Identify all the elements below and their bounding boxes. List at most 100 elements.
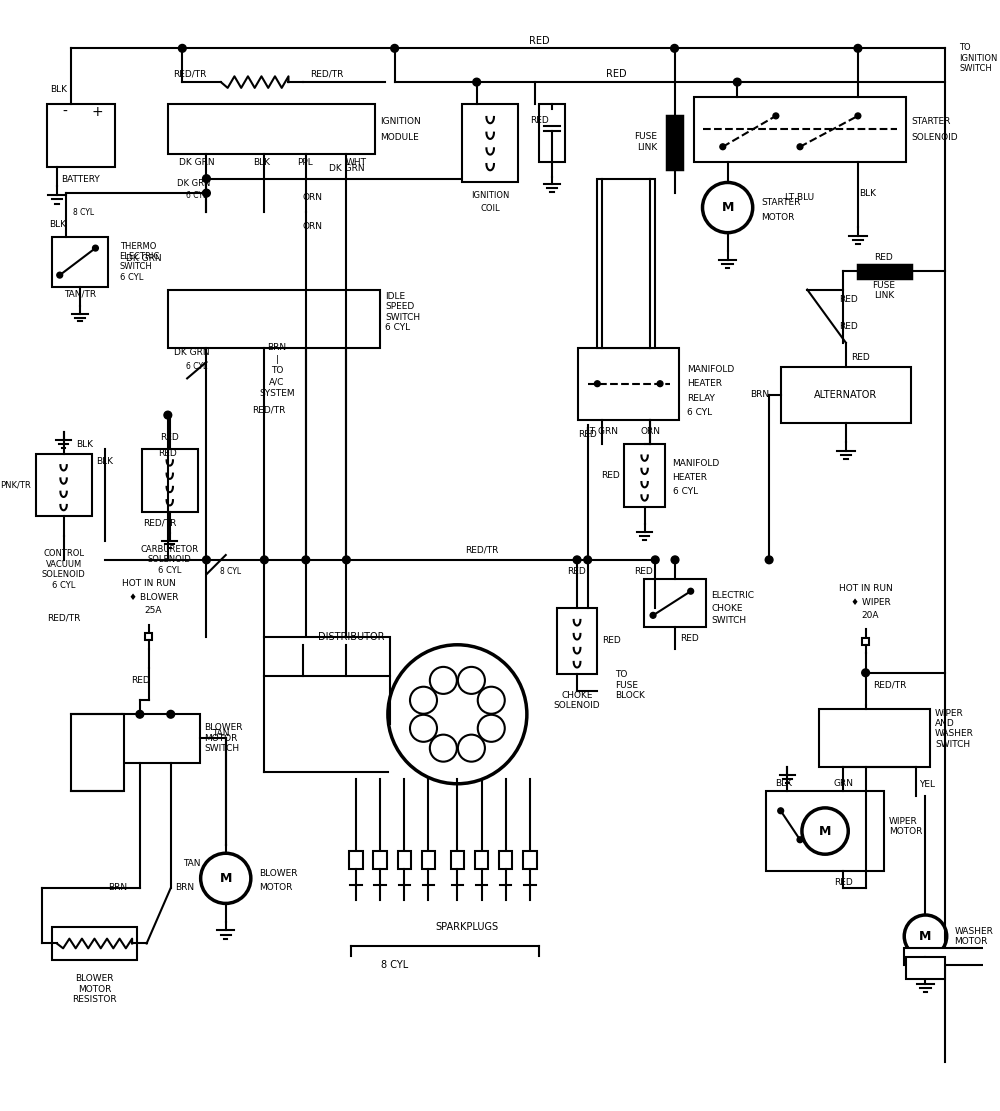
Circle shape <box>688 589 694 594</box>
Circle shape <box>136 710 144 718</box>
Text: 8 CYL: 8 CYL <box>381 960 408 970</box>
Bar <box>122 714 200 762</box>
Bar <box>47 104 115 167</box>
Circle shape <box>651 556 659 563</box>
Circle shape <box>657 381 663 387</box>
Text: 20A: 20A <box>862 611 879 620</box>
Text: STARTER: STARTER <box>911 117 950 127</box>
Bar <box>168 290 380 348</box>
Text: TO
FUSE
BLOCK: TO FUSE BLOCK <box>615 670 645 700</box>
Bar <box>422 851 435 869</box>
Circle shape <box>778 808 784 813</box>
Circle shape <box>167 710 175 718</box>
Circle shape <box>584 556 592 563</box>
Text: RED: RED <box>680 634 699 643</box>
Text: RED/TR: RED/TR <box>465 546 498 554</box>
Text: LT BLU: LT BLU <box>785 193 815 202</box>
Bar <box>694 97 906 162</box>
Bar <box>624 444 665 507</box>
Text: COIL: COIL <box>480 204 500 213</box>
Text: BLOWER
MOTOR
RESISTOR: BLOWER MOTOR RESISTOR <box>72 974 117 1004</box>
Text: DK GRN: DK GRN <box>329 164 364 173</box>
Text: RED/TR: RED/TR <box>143 519 177 528</box>
Text: THERMO
ELECTRIC
SWITCH
6 CYL: THERMO ELECTRIC SWITCH 6 CYL <box>120 241 160 282</box>
Circle shape <box>720 143 726 150</box>
Text: RED: RED <box>158 449 177 458</box>
Text: |: | <box>275 354 278 363</box>
Text: HOT IN RUN: HOT IN RUN <box>839 584 893 593</box>
Circle shape <box>797 143 803 150</box>
Bar <box>644 579 706 628</box>
Text: BLOWER
MOTOR
SWITCH: BLOWER MOTOR SWITCH <box>205 723 243 753</box>
Text: RED: RED <box>601 471 620 480</box>
Circle shape <box>765 556 773 563</box>
Text: DK GRN: DK GRN <box>174 348 210 357</box>
Text: RED: RED <box>567 567 585 575</box>
Text: BRN: BRN <box>267 343 286 352</box>
Circle shape <box>93 246 98 251</box>
Circle shape <box>650 612 656 618</box>
Text: WIPER
AND
WASHER
SWITCH: WIPER AND WASHER SWITCH <box>935 709 974 749</box>
Bar <box>781 367 911 423</box>
Text: ORN: ORN <box>640 427 660 436</box>
Text: ♦ WIPER: ♦ WIPER <box>851 598 890 607</box>
Circle shape <box>671 44 678 52</box>
Circle shape <box>797 837 803 842</box>
Text: RED: RED <box>834 878 853 887</box>
Circle shape <box>203 189 210 197</box>
Text: TO
IGNITION
SWITCH: TO IGNITION SWITCH <box>959 43 998 73</box>
Text: RED/TR: RED/TR <box>873 681 907 690</box>
Text: RED: RED <box>530 117 549 126</box>
Text: BRN: BRN <box>750 390 769 399</box>
Text: BLK: BLK <box>253 158 270 167</box>
Bar <box>264 637 390 675</box>
Text: CHOKE: CHOKE <box>711 603 743 612</box>
Text: BLK: BLK <box>50 86 67 94</box>
Text: IGNITION: IGNITION <box>471 191 509 200</box>
Bar <box>373 851 387 869</box>
Bar <box>499 851 512 869</box>
Text: RED/TR: RED/TR <box>252 406 286 414</box>
Text: RED: RED <box>634 567 653 575</box>
Bar <box>557 608 597 673</box>
Bar <box>578 348 679 420</box>
Circle shape <box>854 44 862 52</box>
Bar <box>52 927 137 960</box>
Bar <box>539 104 565 162</box>
Circle shape <box>473 78 481 86</box>
Text: 6 CYL: 6 CYL <box>673 488 698 497</box>
Text: RED: RED <box>839 294 858 303</box>
Text: MOTOR: MOTOR <box>260 883 293 892</box>
Text: IGNITION: IGNITION <box>380 117 421 127</box>
Text: 6 CYL: 6 CYL <box>186 362 207 371</box>
Text: RED/TR: RED/TR <box>47 613 80 622</box>
Text: MOTOR: MOTOR <box>761 212 795 222</box>
Text: DK GRN: DK GRN <box>177 179 211 188</box>
Bar <box>819 710 930 768</box>
Circle shape <box>57 272 63 278</box>
Text: +: + <box>92 106 103 119</box>
Circle shape <box>164 411 172 419</box>
Text: ORN: ORN <box>303 222 323 231</box>
Text: CARBURETOR
SOLENOID
6 CYL: CARBURETOR SOLENOID 6 CYL <box>141 544 199 574</box>
Bar <box>52 237 108 287</box>
Text: RED: RED <box>160 433 179 442</box>
Bar <box>168 104 375 154</box>
Text: BLOWER: BLOWER <box>260 869 298 878</box>
Text: MODULE: MODULE <box>380 132 419 141</box>
Bar <box>766 791 884 871</box>
Text: MANIFOLD: MANIFOLD <box>687 364 734 373</box>
Circle shape <box>203 556 210 563</box>
Text: M: M <box>220 872 232 884</box>
Text: IDLE
SPEED
SWITCH
6 CYL: IDLE SPEED SWITCH 6 CYL <box>385 292 420 332</box>
Text: YEL: YEL <box>919 780 935 789</box>
Circle shape <box>302 556 310 563</box>
Text: M: M <box>721 201 734 214</box>
Bar <box>862 638 869 645</box>
Text: ALTERNATOR: ALTERNATOR <box>814 390 877 400</box>
Text: TO: TO <box>271 367 283 376</box>
Circle shape <box>573 556 581 563</box>
Text: RED: RED <box>578 430 597 439</box>
Text: WHT: WHT <box>346 158 367 167</box>
Text: RED: RED <box>602 637 621 645</box>
